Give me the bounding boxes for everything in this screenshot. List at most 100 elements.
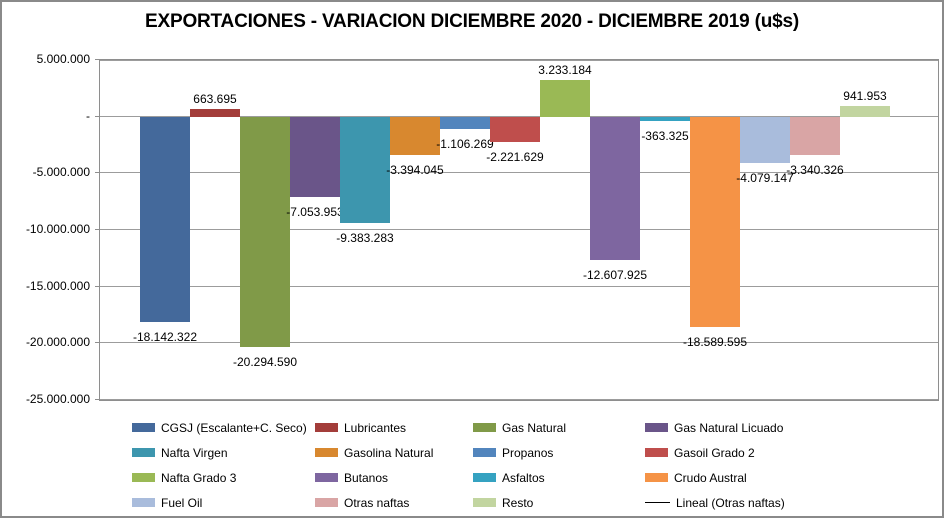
legend-item: Asfaltos (473, 471, 645, 485)
bar-value-label: -2.221.629 (486, 149, 544, 164)
bar-value-label: -18.142.322 (132, 330, 198, 345)
legend-label: Propanos (502, 445, 554, 460)
bar (740, 116, 790, 163)
legend-item: Nafta Virgen (132, 446, 315, 460)
bar (490, 116, 540, 142)
y-axis-tick (95, 229, 100, 230)
legend-label: Lubricantes (344, 420, 407, 435)
legend-swatch (645, 423, 668, 432)
legend-label: Fuel Oil (161, 495, 203, 510)
bar-value-label: -3.340.326 (786, 162, 844, 177)
bar-value-label: -12.607.925 (582, 267, 648, 282)
legend-swatch (132, 498, 155, 507)
legend-item: Gasoil Grado 2 (645, 446, 862, 460)
bar (590, 116, 640, 260)
bar (290, 116, 340, 197)
bar (390, 116, 440, 156)
bar (690, 116, 740, 328)
legend-swatch (132, 423, 155, 432)
gridline (100, 342, 938, 344)
legend-item: Gas Natural (473, 421, 645, 435)
bar-value-label: 3.233.184 (538, 63, 592, 78)
legend-label: Crudo Austral (674, 470, 747, 485)
bar (540, 80, 590, 117)
legend-label: Lineal (Otras naftas) (676, 495, 785, 510)
legend-label: Gas Natural (502, 420, 567, 435)
legend-swatch (473, 473, 496, 482)
legend-item: Lineal (Otras naftas) (645, 496, 862, 510)
y-axis-tick-label: -20.000.000 (25, 335, 90, 350)
bar (240, 116, 290, 347)
legend-swatch (315, 498, 338, 507)
legend-swatch (473, 498, 496, 507)
legend-item: Fuel Oil (132, 496, 315, 510)
y-axis-tick (95, 399, 100, 400)
gridline (100, 115, 938, 117)
bar-value-label: -18.589.595 (682, 335, 748, 350)
legend-item: Gasolina Natural (315, 446, 473, 460)
bar (140, 116, 190, 323)
legend-label: Gas Natural Licuado (674, 420, 784, 435)
bar (190, 109, 240, 117)
y-axis-tick (95, 172, 100, 174)
legend-swatch (473, 448, 496, 457)
y-axis-tick-label: -15.000.000 (25, 278, 90, 293)
bar-value-label: -9.383.283 (336, 231, 394, 245)
y-axis-tick-label: -25.000.000 (25, 392, 90, 406)
legend-swatch (315, 448, 338, 457)
y-axis-tick-label: -5.000.000 (32, 165, 90, 180)
legend-label: Nafta Virgen (161, 445, 228, 460)
legend-label: Otras naftas (344, 495, 410, 510)
gridline (100, 60, 938, 61)
bar-value-label: -20.294.590 (232, 354, 298, 369)
bar (340, 116, 390, 223)
legend-swatch (315, 423, 338, 432)
legend-swatch (132, 473, 155, 482)
bar-value-label: -4.079.147 (736, 170, 794, 185)
bar (840, 105, 890, 117)
legend-item: Crudo Austral (645, 471, 862, 485)
legend-item: Propanos (473, 446, 645, 460)
legend-item: Lubricantes (315, 421, 473, 435)
chart-title: EXPORTACIONES - VARIACION DICIEMBRE 2020… (145, 11, 799, 32)
legend-swatch (132, 448, 155, 457)
bar-value-label: -3.394.045 (386, 163, 444, 178)
y-axis-tick (95, 59, 100, 60)
legend-label: Nafta Grado 3 (161, 470, 237, 485)
plot-area: -18.142.322 663.695 -20.294.590 -7.053.953 -… (95, 59, 939, 401)
legend-label: Gasolina Natural (344, 445, 434, 460)
legend-item: Otras naftas (315, 496, 473, 510)
legend-line-swatch (645, 502, 670, 503)
bar (790, 116, 840, 155)
legend-label: Asfaltos (502, 470, 545, 485)
y-axis-tick-label: - (86, 108, 90, 123)
bar-value-label: -7.053.953 (286, 204, 344, 219)
legend-label: Gasoil Grado 2 (674, 445, 755, 460)
y-axis-tick-label: 5.000.000 (36, 52, 90, 66)
legend-label: Butanos (344, 470, 389, 485)
legend-item: Nafta Grado 3 (132, 471, 315, 485)
bar-value-label: 663.695 (193, 92, 237, 107)
gridline (100, 399, 938, 400)
gridline (100, 229, 938, 230)
legend-label: Resto (502, 495, 534, 510)
legend-swatch (473, 423, 496, 432)
y-axis-tick (95, 342, 100, 344)
bar (640, 116, 690, 121)
y-axis-tick-label: -10.000.000 (25, 222, 90, 236)
bar-value-label: 941.953 (843, 88, 887, 103)
legend-item: Resto (473, 496, 645, 510)
bar-value-label: -363.325 (641, 128, 689, 143)
legend-item: Gas Natural Licuado (645, 421, 862, 435)
gridline (100, 285, 938, 287)
bar (440, 116, 490, 130)
legend: CGSJ (Escalante+C. Seco) Lubricantes Gas N… (132, 415, 862, 515)
legend-swatch (645, 448, 668, 457)
gridline (100, 172, 938, 174)
legend-label: CGSJ (Escalante+C. Seco) (161, 420, 307, 435)
y-axis-tick (95, 285, 100, 287)
legend-swatch (315, 473, 338, 482)
legend-item: Butanos (315, 471, 473, 485)
legend-swatch (645, 473, 668, 482)
